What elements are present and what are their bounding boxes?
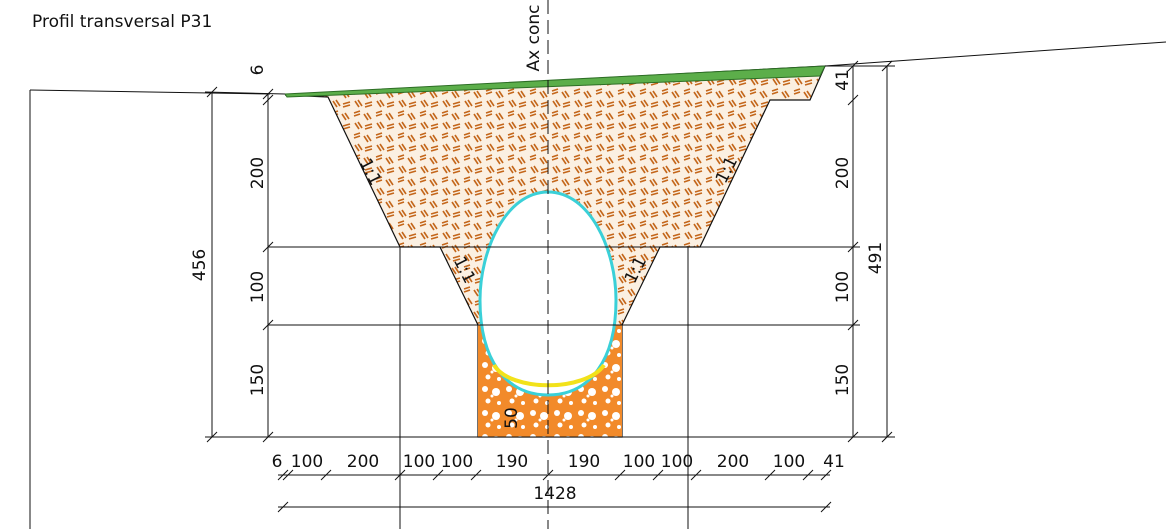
dim-tick <box>847 319 859 331</box>
dimension-label: 190 <box>568 452 600 472</box>
dimension-label: 100 <box>248 271 268 303</box>
ground-line <box>824 41 1166 67</box>
dim-tick <box>320 469 332 481</box>
dim-tick <box>277 501 289 513</box>
dim-tick <box>262 319 274 331</box>
dim-tick <box>881 431 893 443</box>
dim-tick <box>262 88 274 100</box>
dimension-label: 100 <box>833 271 853 303</box>
dimension-label: 200 <box>347 452 379 472</box>
dim-tick <box>262 241 274 253</box>
dim-tick <box>652 469 664 481</box>
topsoil <box>284 65 826 98</box>
dimension-label: 100 <box>291 452 323 472</box>
dimension-label: 100 <box>661 452 693 472</box>
dim-tick <box>282 469 294 481</box>
extension-lines <box>204 65 895 529</box>
dim-tick <box>820 501 832 513</box>
dimension-label: 200 <box>717 452 749 472</box>
dim-tick <box>206 86 218 98</box>
ground-line <box>29 89 271 95</box>
dim-tick <box>881 60 893 72</box>
dim-tick <box>277 469 289 481</box>
dimension-label: 190 <box>496 452 528 472</box>
dim-tick <box>206 431 218 443</box>
dim-tick <box>470 469 482 481</box>
dim-tick <box>764 469 776 481</box>
dimension-label: 50 <box>502 407 522 429</box>
dim-tick <box>802 469 814 481</box>
dimension-label: 100 <box>403 452 435 472</box>
axis-label: Ax conc <box>524 5 544 72</box>
dim-tick <box>820 469 832 481</box>
title: Profil transversal P31 <box>32 12 212 32</box>
dim-tick <box>262 431 274 443</box>
dimension-label: 200 <box>248 157 268 189</box>
dimension-label: 100 <box>623 452 655 472</box>
dimension-label: 6 <box>248 65 268 76</box>
dimension-label: 150 <box>248 364 268 396</box>
dimension-label: 100 <box>441 452 473 472</box>
dim-tick <box>542 469 554 481</box>
dim-tick <box>847 431 859 443</box>
dim-tick <box>847 241 859 253</box>
dim-tick <box>432 469 444 481</box>
dim-tick <box>847 94 859 106</box>
dim-tick <box>262 94 274 106</box>
dimension-label: 1428 <box>533 484 576 504</box>
dim-tick <box>614 469 626 481</box>
dimension-label: 150 <box>833 364 853 396</box>
dimension-label: 200 <box>833 157 853 189</box>
dimension-label: 41 <box>833 69 853 91</box>
dim-tick <box>690 469 702 481</box>
dimension-label: 100 <box>773 452 805 472</box>
dimension-label: 6 <box>272 452 283 472</box>
dimension-label: 41 <box>823 452 845 472</box>
dim-tick <box>394 469 406 481</box>
dim-tick <box>847 60 859 72</box>
dimension-label: 491 <box>866 242 886 274</box>
dimension-label: 456 <box>190 249 210 281</box>
